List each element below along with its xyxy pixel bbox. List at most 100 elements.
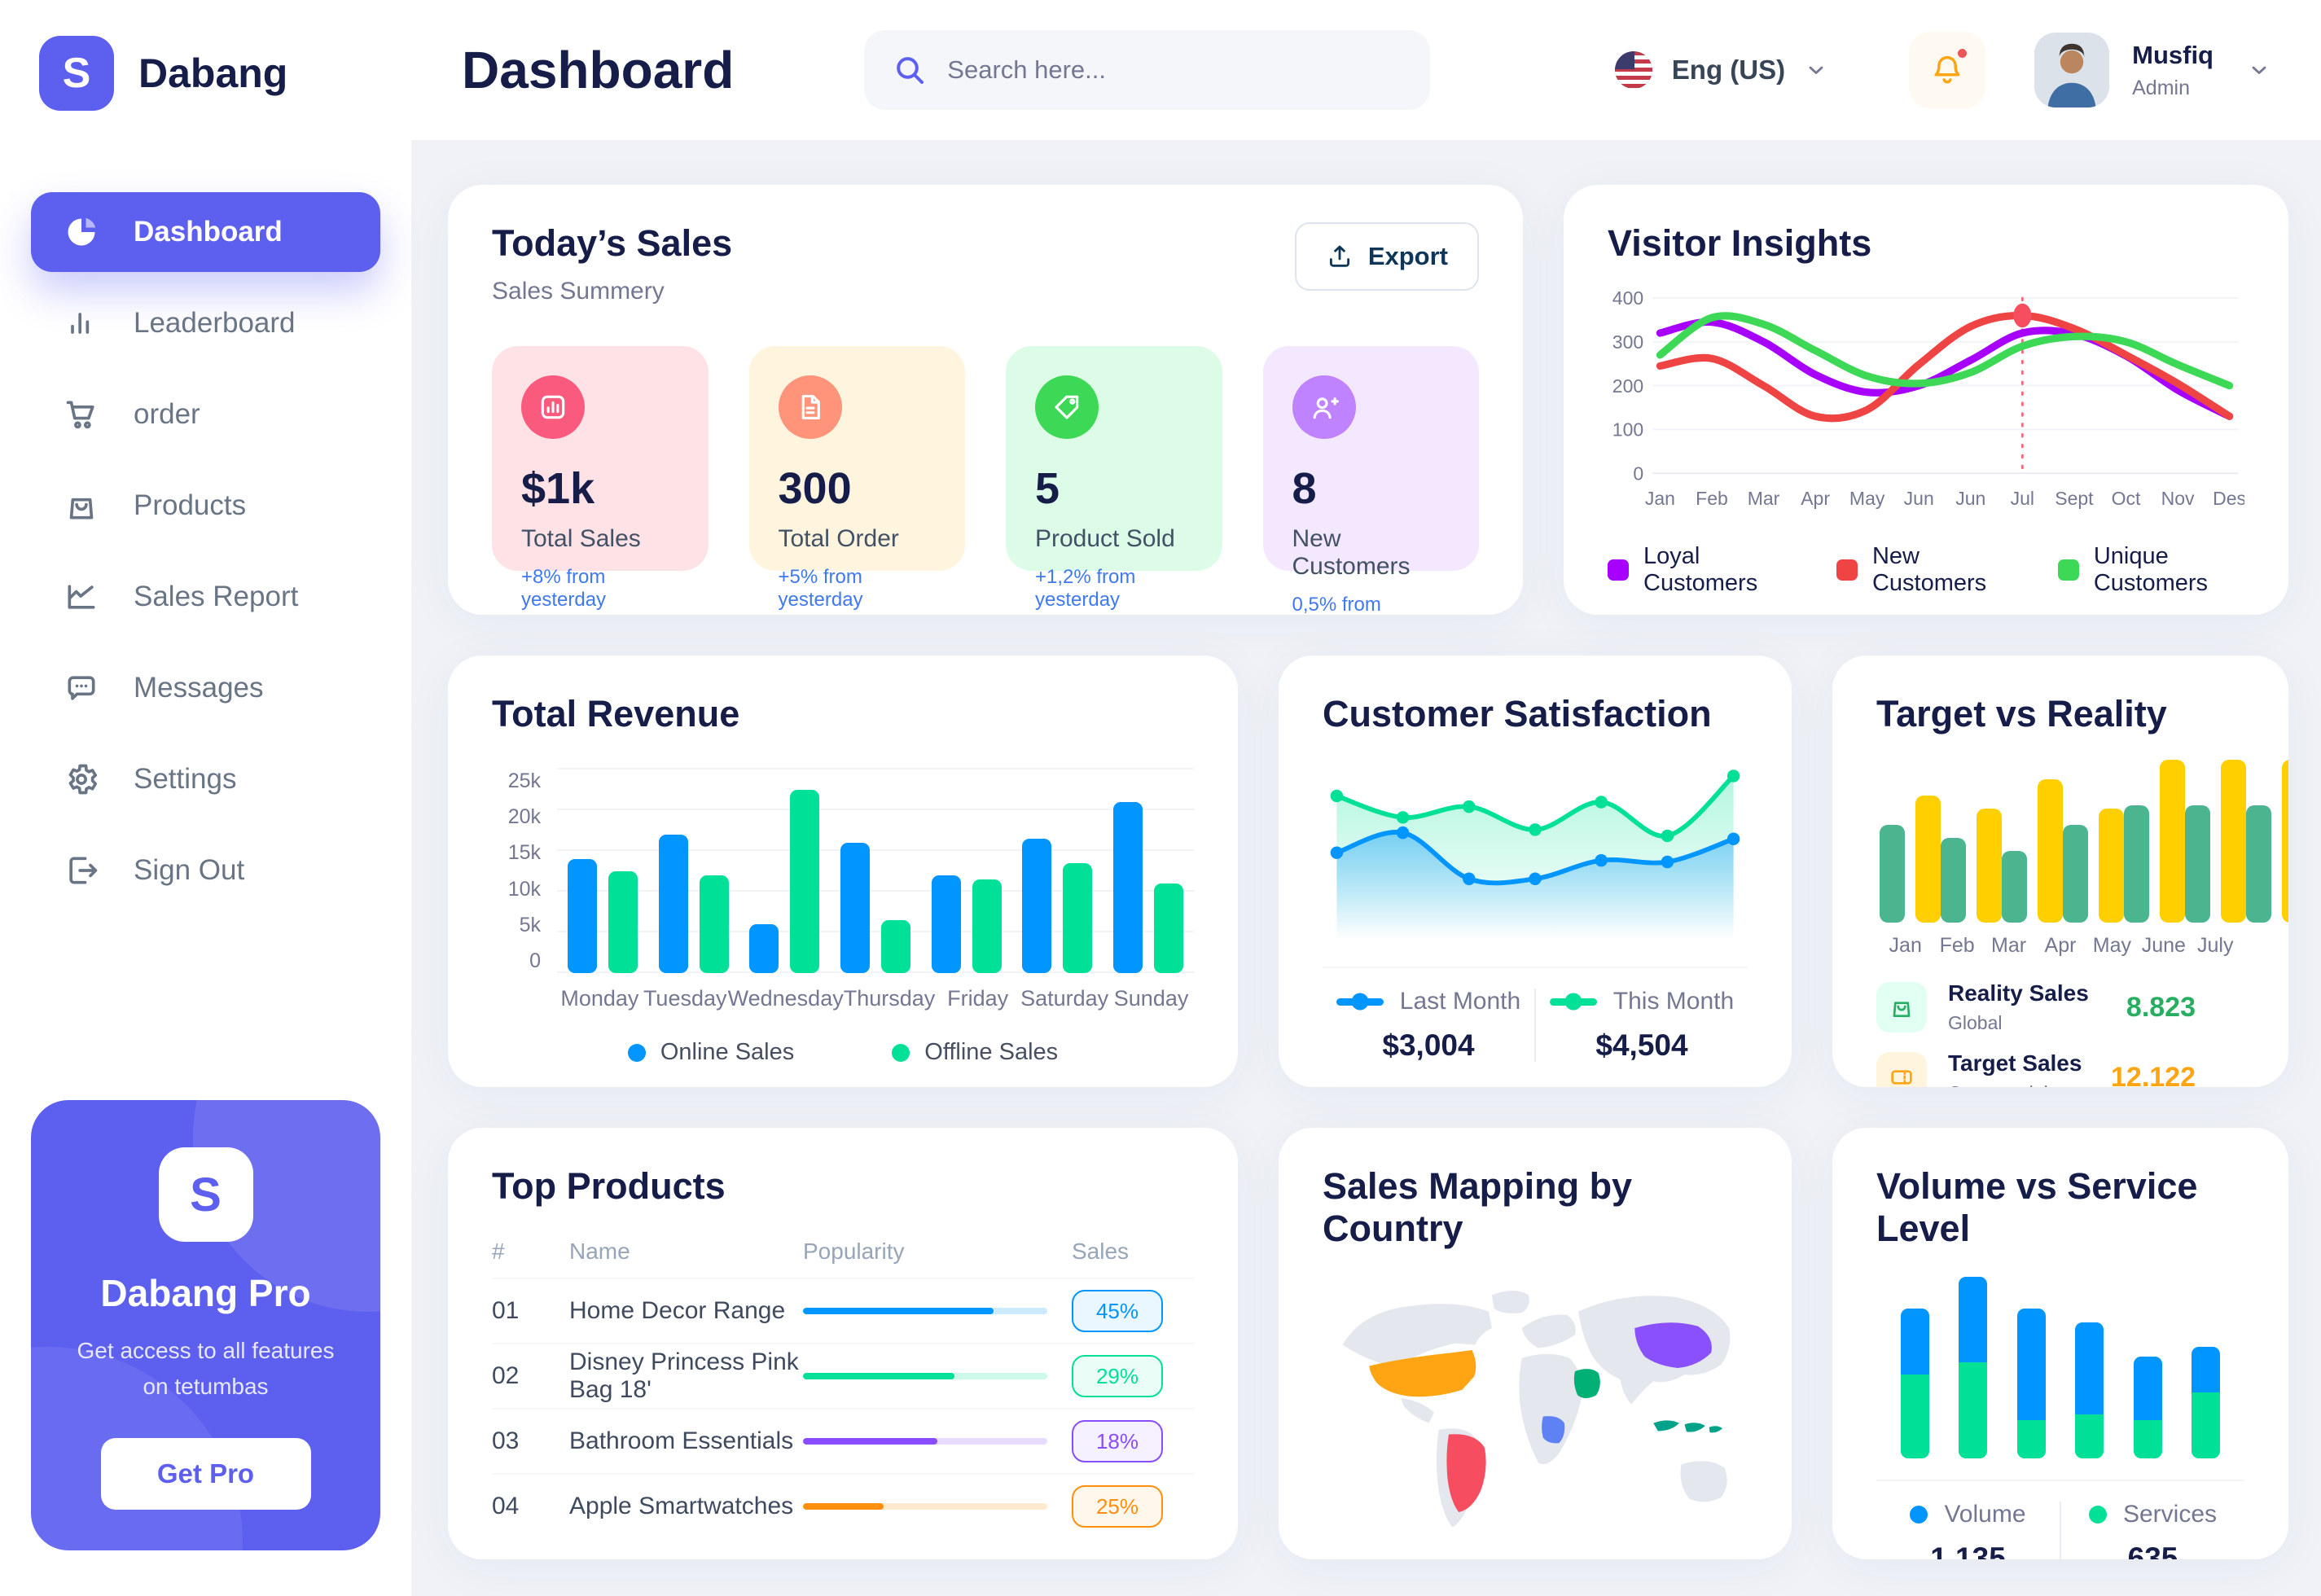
target-sales-bar [2038, 779, 2063, 923]
line-chart-icon [68, 585, 95, 609]
sales-badge: 25% [1072, 1485, 1163, 1528]
sidebar-item-dashboard[interactable]: Dashboard [31, 192, 380, 272]
svg-text:Jun: Jun [1904, 488, 1934, 509]
services-segment [1959, 1362, 1988, 1458]
offline-sales-bar [790, 790, 820, 973]
volume-segment [2075, 1322, 2104, 1415]
export-button[interactable]: Export [1294, 222, 1479, 291]
total-revenue-chart [557, 768, 1194, 973]
get-pro-button[interactable]: Get Pro [100, 1438, 311, 1510]
export-label: Export [1367, 242, 1448, 270]
bell-icon [1934, 55, 1960, 84]
sidebar-item-leaderboard[interactable]: Leaderboard [31, 283, 380, 363]
product-num: 04 [492, 1493, 520, 1519]
ticket-icon [1891, 1070, 1912, 1085]
target-sales-bar [1977, 809, 2002, 923]
cart-icon [66, 401, 94, 429]
product-num: 03 [492, 1427, 520, 1454]
sidebar-item-order[interactable]: order [31, 375, 380, 454]
stat-card: $1k Total Sales +8% from yesterday [492, 346, 709, 611]
sidebar-item-settings[interactable]: Settings [31, 739, 380, 819]
todays-sales-title: Today’s Sales [492, 222, 733, 264]
sidebar-item-products[interactable]: Products [31, 466, 380, 546]
map-central-america [1401, 1397, 1435, 1423]
legend-title: Reality Sales [1948, 980, 2089, 1006]
language-selector[interactable]: Eng (US) [1614, 51, 1827, 89]
reality-sales-bar [1941, 838, 1966, 923]
notifications-button[interactable] [1909, 32, 1986, 108]
legend-title: Target Sales [1948, 1050, 2082, 1076]
this-month-label: This Month [1612, 988, 1735, 1015]
legend-this-month: This Month $4,504 [1536, 988, 1748, 1063]
bars-row [557, 770, 1194, 973]
product-num: 02 [492, 1362, 520, 1389]
brand-logo-icon: S [39, 36, 114, 111]
legend-swatch-icon [1836, 559, 1858, 581]
pro-logo-glyph: S [190, 1168, 222, 1221]
services-segment [2016, 1420, 2046, 1458]
sidebar: S Dabang Dashboard Leaderboard order Produc… [0, 0, 411, 1596]
stat-label: New Customers [1292, 525, 1411, 580]
popularity-track [803, 1438, 1047, 1445]
map-north-america [1342, 1304, 1492, 1365]
legend-tile [1876, 1052, 1927, 1087]
stat-delta: +8% from yesterday [521, 566, 607, 611]
avatar [2034, 33, 2110, 107]
col-header-num: # [492, 1239, 505, 1264]
sidebar-item-messages[interactable]: Messages [31, 648, 380, 728]
target-sales-bar [2282, 760, 2288, 923]
map-europe [1521, 1314, 1576, 1348]
stat-delta: +5% from yesterday [778, 566, 863, 611]
volume-service-card: Volume vs Service Level Volume 1,135 [1832, 1128, 2288, 1559]
online-sales-bar [931, 875, 961, 973]
main-area: Dashboard Eng (US) Musfiq [411, 0, 2321, 1596]
revenue-y-axis: 0 5k 10k 15k 20k 25k [507, 770, 541, 972]
svg-text:May: May [1849, 488, 1885, 509]
target-sales-bar [2160, 760, 2185, 923]
map-indonesia [1653, 1420, 1723, 1433]
svg-text:Feb: Feb [1696, 488, 1728, 509]
col-header-name: Name [569, 1239, 630, 1264]
customer-satisfaction-chart [1330, 770, 1740, 940]
stat-card: 300 Total Order +5% from yesterday [748, 346, 965, 611]
us-flag-icon [1614, 51, 1652, 89]
visitor-insights-chart: 0 100 200 300 400 Jan Feb Mar Apr May Jun Jun Jul Sep… [1612, 287, 2244, 509]
tag-icon [1055, 395, 1079, 419]
user-menu[interactable]: Musfiq Admin [2034, 33, 2271, 107]
services-label: Services [2122, 1501, 2218, 1528]
popularity-track [803, 1373, 1047, 1379]
bar-group-tuesday [648, 770, 739, 973]
target-sales-bar [2099, 809, 2124, 923]
legend-item-new-customers: New Customers [1836, 543, 2001, 597]
sidebar-item-sales-report[interactable]: Sales Report [31, 557, 380, 637]
search-input[interactable] [947, 55, 1402, 85]
product-name: Bathroom Essentials [569, 1427, 794, 1454]
product-sales: 45% [1072, 1290, 1194, 1332]
svg-text:0: 0 [1633, 463, 1643, 484]
todays-sales-card: Today’s Sales Sales Summery Export $1k To… [448, 185, 1523, 615]
services-segment [2075, 1414, 2104, 1458]
legend-label: Online Sales [660, 1039, 795, 1065]
reality-sales-bar [1880, 825, 1905, 923]
satisfaction-legend: Last Month $3,004 This Month $4,504 [1323, 988, 1748, 1063]
col-header-sales: Sales [1072, 1239, 1130, 1264]
target-vs-reality-card: Target vs Reality Jan Feb Mar Apr May June Jul… [1832, 656, 2288, 1087]
legend-tile [1876, 982, 1927, 1033]
bar-group-monday [557, 770, 648, 973]
offline-sales-bar [608, 871, 638, 973]
search-box[interactable] [864, 30, 1431, 110]
product-popularity [803, 1308, 1072, 1314]
volume-service-bar [1901, 1309, 1929, 1458]
bar-group-saturday [1012, 770, 1103, 973]
todays-sales-subtitle: Sales Summery [492, 278, 665, 305]
product-row: 04 Apple Smartwatches 25% [492, 1473, 1194, 1538]
map-australia [1680, 1461, 1727, 1502]
bar-group-friday [921, 770, 1012, 973]
product-popularity [803, 1438, 1072, 1445]
volume-service-bar [2016, 1309, 2046, 1458]
product-sales: 25% [1072, 1485, 1194, 1528]
volume-label: Volume [1944, 1501, 2026, 1528]
legend-dot-icon [892, 1043, 910, 1062]
sidebar-item-sign-out[interactable]: Sign Out [31, 831, 380, 910]
stat-value: 8 [1292, 464, 1317, 513]
